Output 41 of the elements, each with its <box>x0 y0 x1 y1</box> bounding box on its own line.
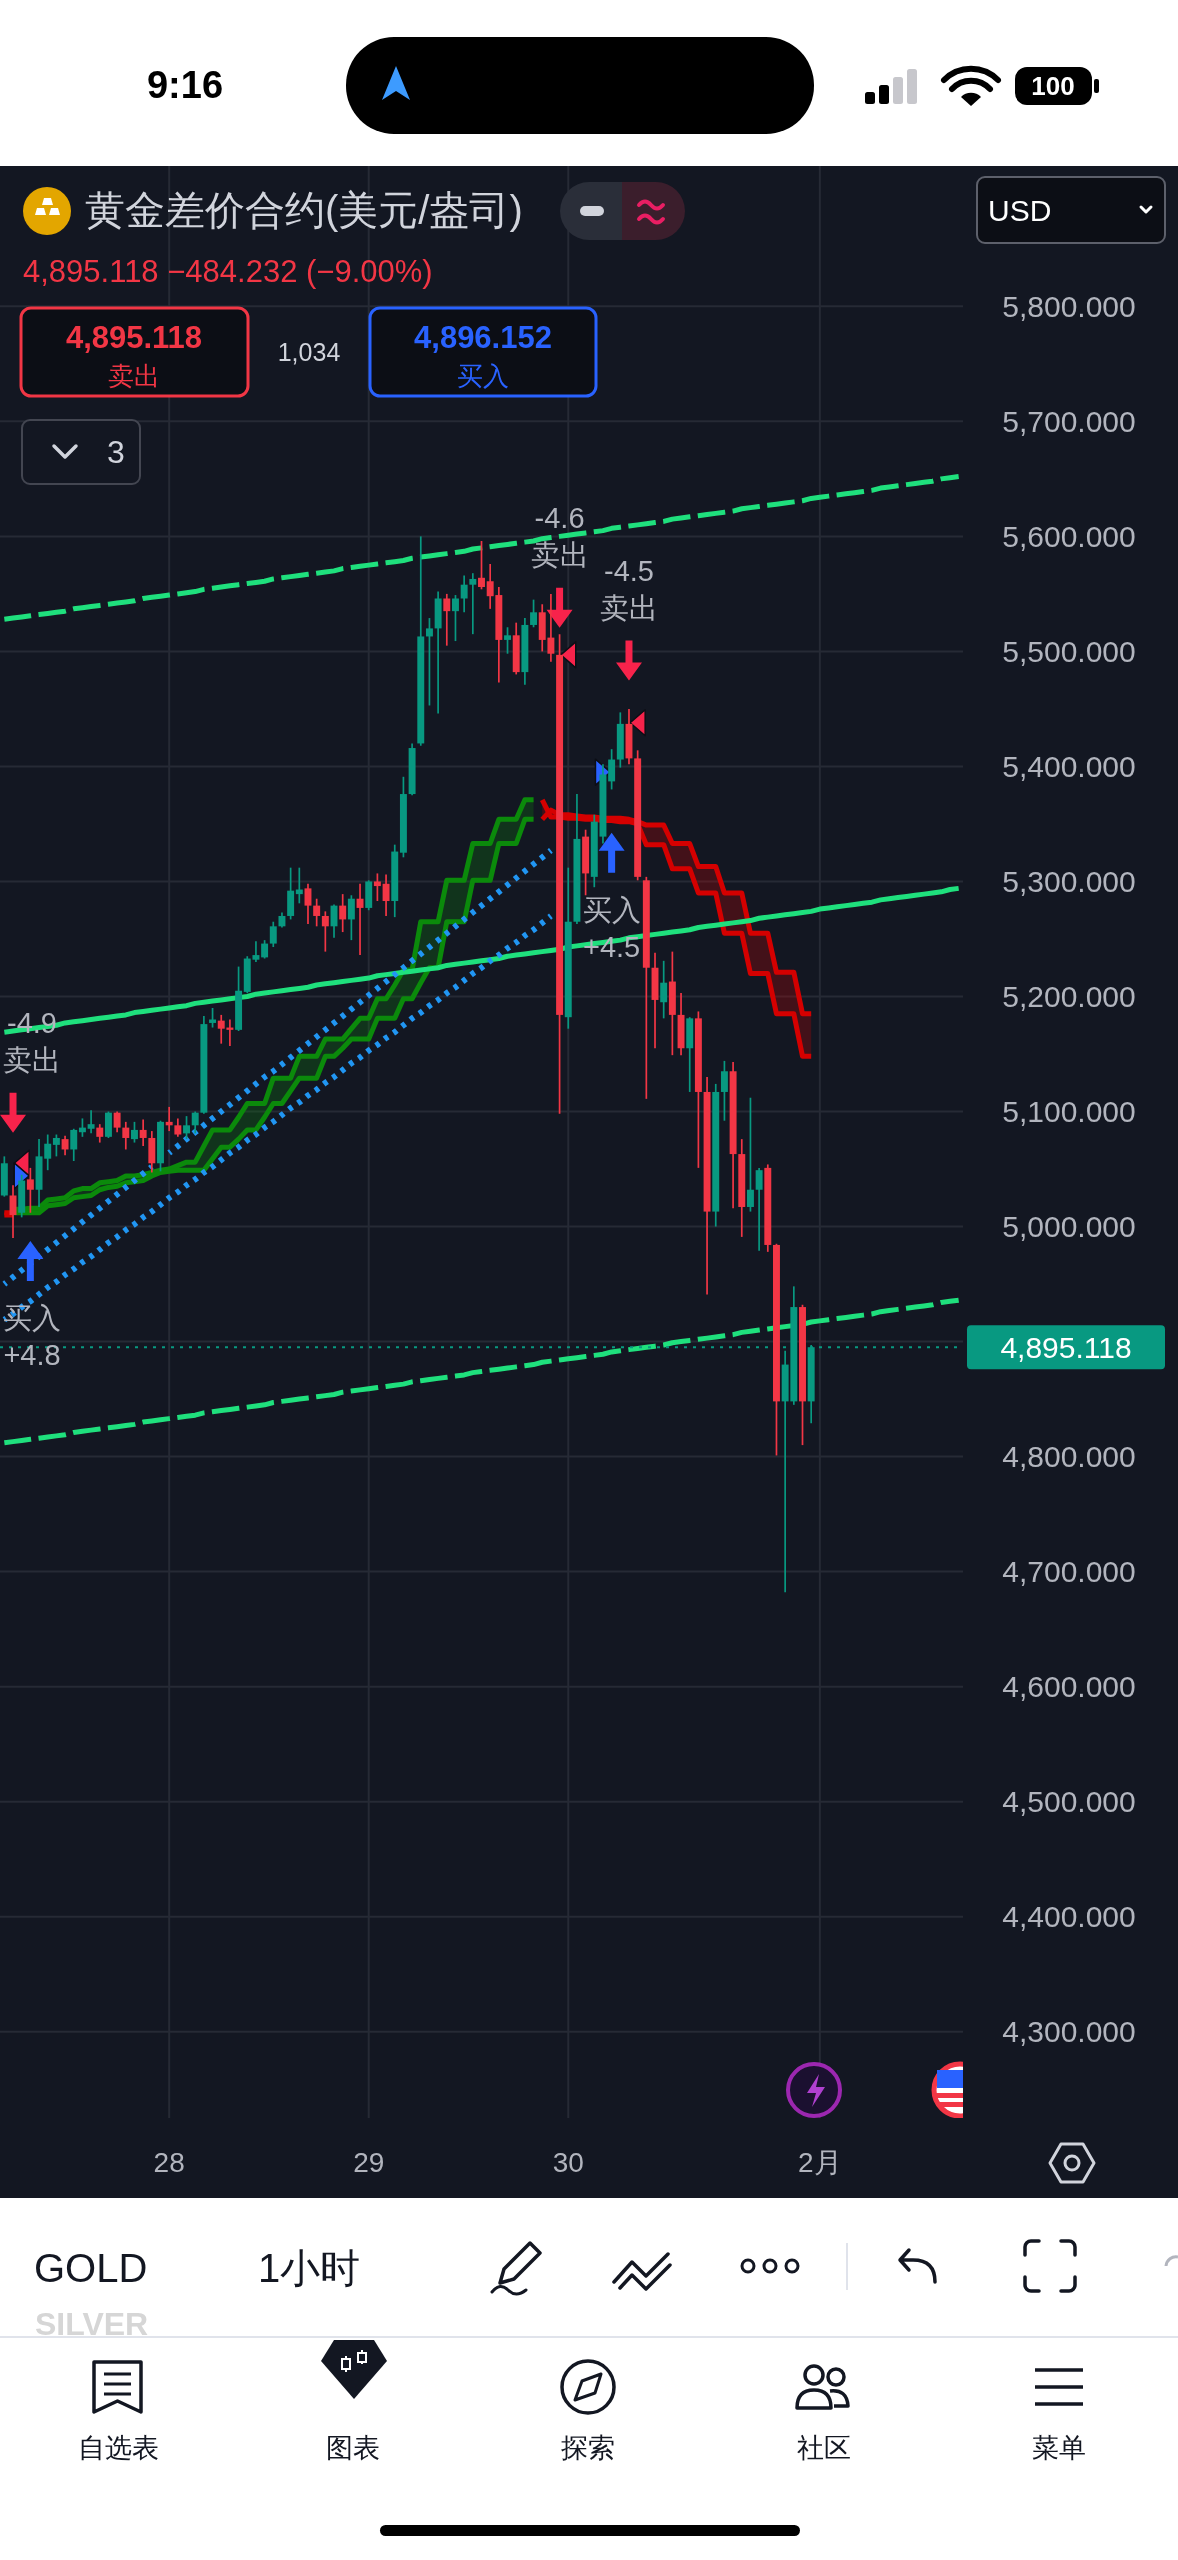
annotation: -4.5 卖出 <box>599 554 658 624</box>
text: 100 <box>1031 71 1075 101</box>
text: 1小时 <box>258 2246 361 2290</box>
text: 图表 <box>326 2433 380 2463</box>
x-tick-label: 30 <box>552 2146 584 2178</box>
text: GOLD <box>34 2246 148 2290</box>
y-tick-label: 4,700.000 <box>1002 1555 1136 1589</box>
text: USD <box>988 193 1052 227</box>
text: 9:16 <box>146 64 224 106</box>
x-tick-label: 28 <box>153 2146 185 2178</box>
text: 黄金差价合约(美元/盎司) <box>85 188 523 232</box>
y-tick-label: 5,600.000 <box>1002 519 1136 553</box>
y-tick-label: 4,400.000 <box>1002 1900 1136 1934</box>
y-tick-label: 5,300.000 <box>1002 864 1136 898</box>
annotation: 4,896.152 <box>414 319 552 355</box>
y-tick-label: 4,500.000 <box>1002 1785 1136 1819</box>
y-tick-label: 4,800.000 <box>1002 1440 1136 1474</box>
annotation: 3 <box>107 434 125 470</box>
y-tick-label: 5,700.000 <box>1002 404 1136 438</box>
y-tick-label: 4,600.000 <box>1002 1670 1136 1704</box>
y-tick-label: 5,000.000 <box>1002 1210 1136 1244</box>
annotation: 4,895.118 <box>65 319 203 355</box>
text: 社区 <box>797 2433 851 2463</box>
annotation: 1,034 <box>277 338 341 366</box>
ref-line-label: 4,895.118 <box>1000 1330 1132 1364</box>
text: 菜单 <box>1032 2433 1086 2463</box>
annotation: 买入 <box>457 361 509 391</box>
y-tick-label: 5,200.000 <box>1002 979 1136 1013</box>
y-tick-label: 4,300.000 <box>1002 2015 1136 2049</box>
x-tick-label: 29 <box>353 2146 385 2178</box>
annotation: -4.6 卖出 <box>530 501 589 571</box>
text: 4,895.118 −484.232 (−9.00%) <box>23 253 433 289</box>
text: 探索 <box>561 2433 615 2463</box>
text: 自选表 <box>77 2433 159 2463</box>
annotation: 卖出 <box>108 361 160 391</box>
y-tick-label: 5,500.000 <box>1002 634 1136 668</box>
y-tick-label: 5,100.000 <box>1002 1095 1136 1129</box>
y-tick-label: 5,400.000 <box>1002 749 1136 783</box>
x-tick-label: 2月 <box>798 2146 842 2178</box>
annotation: 买入 +4.8 <box>3 1302 61 1372</box>
y-tick-label: 5,800.000 <box>1002 289 1136 323</box>
